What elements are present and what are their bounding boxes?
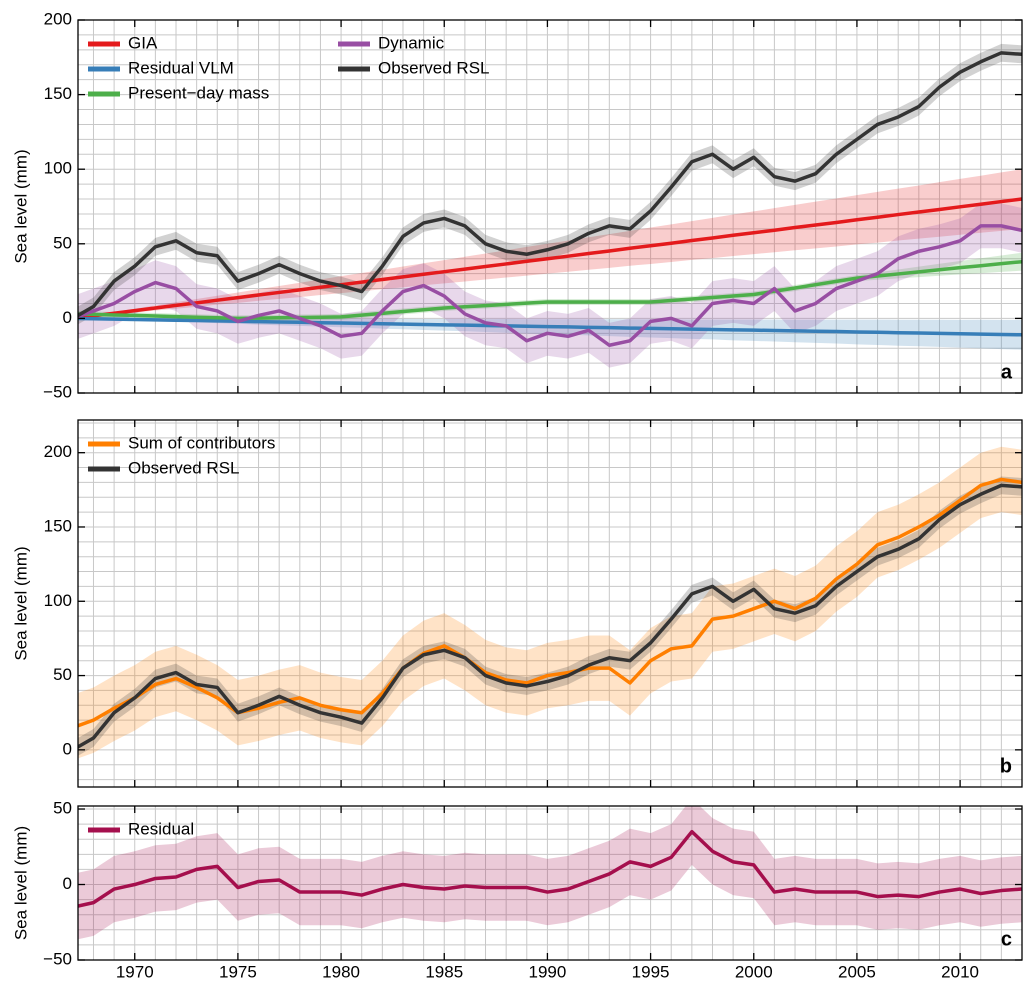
x-tick-label: 2005	[838, 962, 876, 981]
legend-label: Dynamic	[378, 33, 445, 52]
plot-frame	[77, 805, 1023, 961]
panel-label: a	[1001, 361, 1013, 383]
y-tick-label: 0	[63, 874, 72, 893]
y-tick-label: 50	[53, 233, 72, 252]
y-tick-label: 0	[63, 739, 72, 758]
plot-frame	[77, 19, 1023, 394]
series-line	[78, 477, 1022, 728]
uncertainty-band	[78, 252, 1022, 322]
panel: 0 50 100 150 200 Sea level (mm) b Sum of contri…	[11, 419, 1023, 788]
uncertainty-band	[78, 169, 1022, 318]
y-tick-label: 50	[53, 665, 72, 684]
y-tick-label: 100	[44, 591, 72, 610]
panel-label: c	[1001, 928, 1012, 950]
x-tick-label: 2000	[735, 962, 773, 981]
plot-frame	[77, 419, 1023, 788]
y-tick-label: 200	[44, 442, 72, 461]
x-tick-label: 1985	[425, 962, 463, 981]
uncertainty-band	[78, 446, 1022, 759]
series-line	[78, 224, 1022, 348]
panel: −50 0 50 100 150 200 Sea level (mm) a GIA Residua…	[11, 9, 1023, 401]
y-tick-label: 100	[44, 159, 72, 178]
y-tick-label: 200	[44, 9, 72, 28]
legend-label: GIA	[128, 33, 158, 52]
legend-label: Residual	[128, 819, 194, 838]
y-tick-label: −50	[43, 382, 72, 401]
series-line	[78, 51, 1022, 318]
x-tick-label: 1980	[322, 962, 360, 981]
y-axis-label: Sea level (mm)	[11, 546, 30, 660]
legend-label: Observed RSL	[128, 458, 240, 477]
y-tick-label: 0	[63, 308, 72, 327]
series-line	[78, 316, 1022, 337]
x-tick-label: 1995	[632, 962, 670, 981]
uncertainty-band	[78, 806, 1022, 940]
series-line	[78, 483, 1022, 749]
x-tick-label: 2010	[941, 962, 979, 981]
x-tick-label: 1990	[529, 962, 567, 981]
x-tick-label: 1975	[219, 962, 257, 981]
y-tick-label: 50	[53, 799, 72, 818]
panel: −50 0 50 1970 1975 1980 1985 1990 1995 2000 2005 20…	[11, 799, 1023, 981]
uncertainty-band	[78, 203, 1022, 368]
panel-label: b	[1000, 755, 1012, 777]
series-line	[78, 829, 1022, 908]
legend-label: Sum of contributors	[128, 433, 275, 452]
legend-label: Present−day mass	[128, 83, 269, 102]
y-tick-label: −50	[43, 949, 72, 968]
y-axis-label: Sea level (mm)	[11, 149, 30, 263]
y-axis-label: Sea level (mm)	[11, 826, 30, 940]
series-line	[78, 197, 1022, 320]
x-tick-label: 1970	[116, 962, 154, 981]
y-tick-label: 150	[44, 516, 72, 535]
legend-label: Observed RSL	[378, 58, 490, 77]
y-tick-label: 150	[44, 84, 72, 103]
legend-label: Residual VLM	[128, 58, 234, 77]
